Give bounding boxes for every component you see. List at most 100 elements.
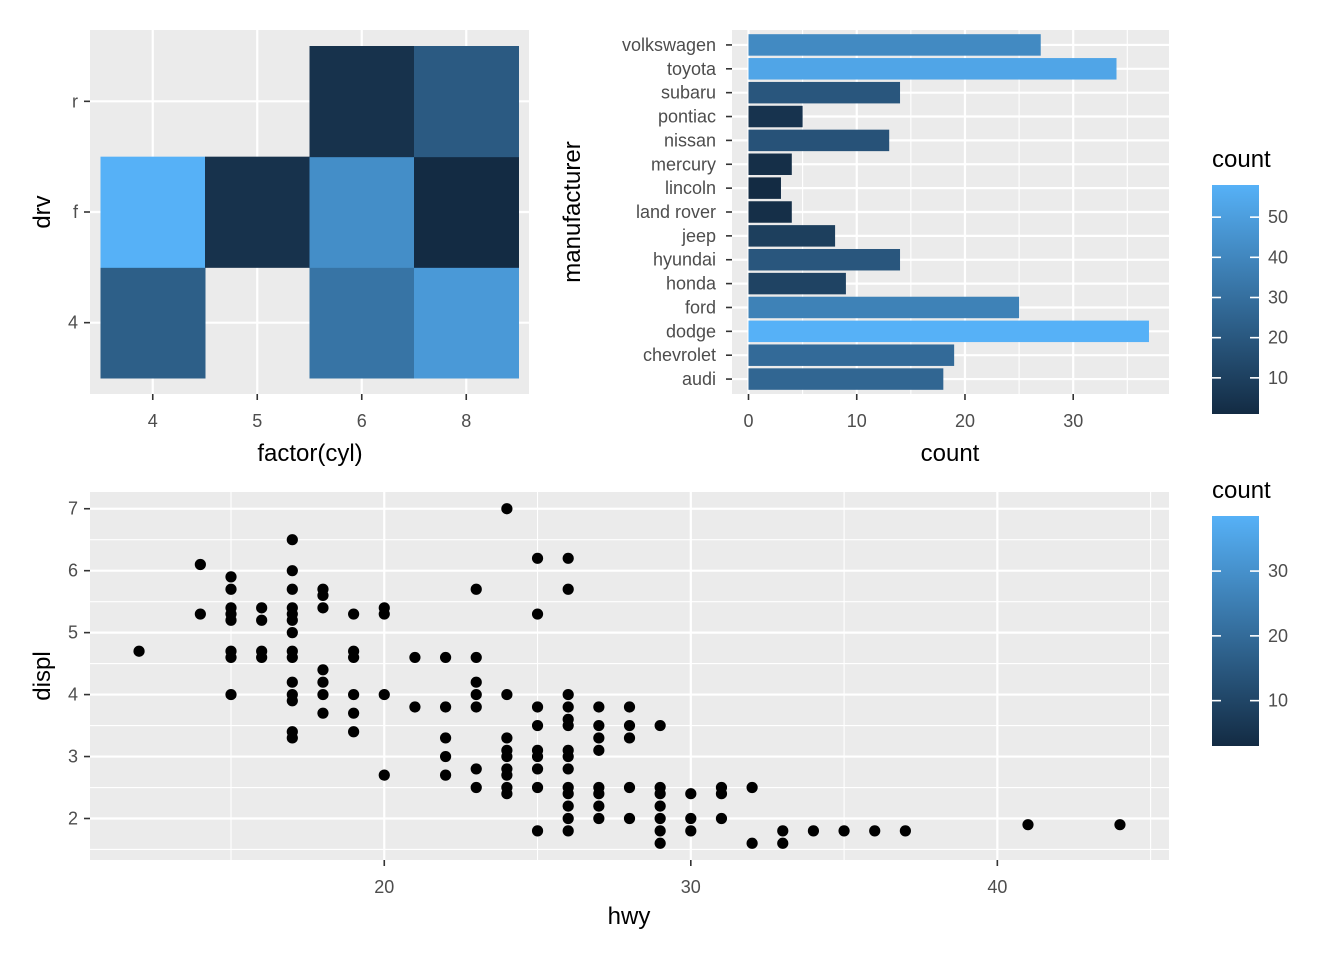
bar-panel: audi chevrolet dodge ford honda hyundai jeep la…: [559, 30, 1169, 467]
scatter-point: [593, 732, 605, 744]
bar-y-axis-title: manufacturer: [559, 141, 586, 282]
scatter-point: [439, 750, 452, 763]
scatter-point: [562, 825, 574, 837]
scatter-point: [807, 825, 820, 837]
scatter-point: [286, 651, 298, 664]
scatter-point: [593, 800, 605, 812]
scatter-point: [593, 788, 605, 800]
scatter-y-tick-label: 7: [68, 499, 78, 519]
scatter-point: [593, 744, 605, 756]
scatter-point: [439, 732, 452, 744]
heatmap-panel: 4 5 6 8 4 f r factor(cyl) drv: [29, 30, 529, 467]
scatter-point: [654, 812, 666, 825]
legend-top: count 10 20 30 40 50: [1212, 146, 1288, 414]
bar-y-tick-label: volkswagen: [622, 35, 716, 55]
scatter-points: [133, 503, 1126, 849]
scatter-point: [348, 688, 360, 701]
scatter-point: [593, 719, 605, 732]
heatmap-x-axis-title: factor(cyl): [257, 440, 362, 467]
heatmap-cell-6-r: [309, 46, 415, 158]
scatter-point: [531, 750, 544, 763]
legend-bottom: count 10 20 30: [1212, 477, 1288, 746]
scatter-point: [623, 719, 636, 732]
scatter-point: [470, 651, 482, 664]
scatter-point: [256, 602, 268, 614]
scatter-point: [593, 812, 605, 825]
legend-break-label: 20: [1268, 626, 1288, 646]
scatter-y-ticks: 2 3 4 5 6 7: [68, 499, 90, 828]
bar-x-tick-label: 10: [847, 411, 867, 431]
scatter-point: [194, 558, 206, 571]
scatter-point: [562, 750, 574, 763]
scatter-point: [225, 614, 237, 626]
scatter-point: [378, 608, 390, 620]
scatter-y-tick-label: 2: [68, 808, 78, 828]
scatter-panel: 20 30 40 2 3 4 5 6 7 hwy displ: [29, 492, 1169, 930]
heatmap-x-tick-label: 5: [252, 411, 262, 431]
scatter-point: [623, 732, 636, 744]
scatter-x-tick-label: 30: [681, 877, 701, 897]
scatter-point: [715, 812, 728, 825]
bar-y-tick-label: hyundai: [653, 250, 716, 270]
scatter-point: [317, 688, 329, 701]
legend-top-ticks: 10 20 30 40 50: [1212, 207, 1288, 388]
legend-break-label: 30: [1268, 561, 1288, 581]
bar-chevrolet: [748, 344, 955, 366]
scatter-point: [470, 688, 482, 701]
scatter-point: [194, 608, 206, 620]
bar-x-tick-label: 30: [1063, 411, 1083, 431]
legend-top-title: count: [1212, 146, 1271, 173]
scatter-y-tick-label: 6: [68, 561, 78, 581]
scatter-point: [317, 707, 329, 719]
bar-audi: [748, 368, 944, 390]
legend-break-label: 30: [1268, 287, 1288, 307]
legend-bottom-ticks: 10 20 30: [1212, 561, 1288, 711]
scatter-point: [256, 614, 268, 626]
scatter-point: [286, 732, 298, 744]
scatter-point: [685, 812, 697, 825]
scatter-point: [501, 788, 513, 800]
bar-hyundai: [748, 248, 901, 271]
scatter-point: [317, 676, 329, 688]
scatter-point: [317, 602, 329, 614]
scatter-point: [531, 825, 544, 837]
bar-nissan: [748, 129, 890, 152]
heatmap-cell-8-r: [414, 46, 519, 158]
bar-y-tick-label: dodge: [666, 321, 716, 341]
scatter-point: [593, 701, 605, 713]
scatter-point: [777, 825, 789, 837]
scatter-point: [501, 750, 513, 763]
bar-dodge: [748, 320, 1149, 343]
heatmap-cell-8-f: [414, 156, 519, 268]
scatter-y-tick-label: 3: [68, 747, 78, 767]
heatmap-cell-4-f: [100, 156, 206, 268]
heatmap-cell-6-4: [309, 267, 415, 379]
scatter-point: [654, 825, 666, 837]
scatter-point: [470, 781, 482, 794]
bar-y-tick-label: chevrolet: [643, 345, 716, 365]
scatter-point: [378, 769, 390, 781]
bar-y-tick-label: lincoln: [665, 178, 716, 198]
scatter-point: [562, 812, 574, 825]
scatter-point: [501, 688, 513, 701]
heatmap-y-axis-title: drv: [29, 195, 56, 228]
bar-y-tick-label: toyota: [667, 59, 717, 79]
scatter-point: [501, 732, 513, 744]
scatter-point: [439, 769, 452, 781]
scatter-point: [562, 583, 574, 595]
scatter-point: [1022, 819, 1034, 831]
scatter-point: [286, 534, 298, 546]
scatter-point: [501, 503, 513, 515]
heatmap-x-ticks: 4 5 6 8: [148, 394, 471, 431]
scatter-point: [286, 627, 298, 639]
scatter-point: [225, 571, 237, 583]
scatter-point: [286, 676, 298, 688]
scatter-point: [562, 788, 574, 800]
scatter-y-tick-label: 5: [68, 623, 78, 643]
scatter-point: [470, 583, 482, 595]
scatter-point: [317, 664, 329, 676]
bar-y-tick-label: mercury: [651, 154, 716, 174]
scatter-point: [562, 800, 574, 812]
scatter-x-tick-label: 40: [987, 877, 1007, 897]
heatmap-cell-6-f: [309, 156, 415, 268]
